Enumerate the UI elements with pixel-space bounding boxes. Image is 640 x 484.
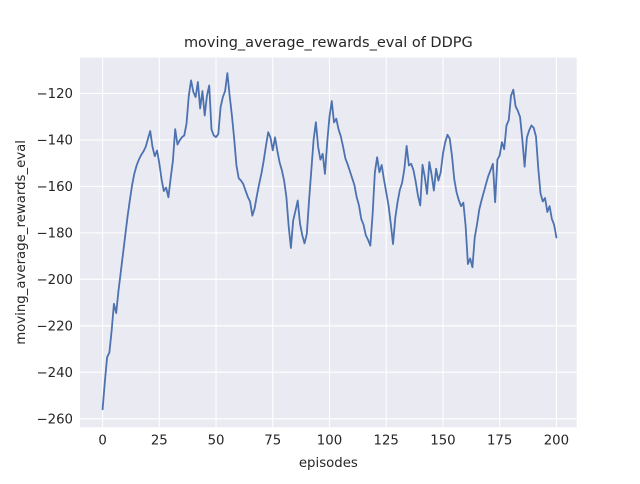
reward-line [101,72,558,411]
y-tick-label: −240 [36,366,73,381]
x-tick-label: 175 [487,434,512,449]
y-tick-labels: −120 −140 −160 −180 −200 −220 −240 −260 [36,87,73,427]
x-axis-label: episodes [299,456,358,471]
y-tick-label: −220 [36,319,73,334]
x-tick-label: 25 [151,434,168,449]
x-tick-label: 75 [264,434,281,449]
y-tick-label: −140 [36,133,73,148]
plot-area [80,57,577,428]
y-tick-label: −200 [36,273,73,288]
y-tick-label: −120 [36,87,73,102]
x-tick-label: 150 [430,434,455,449]
x-tick-label: 100 [317,434,342,449]
y-tick-label: −260 [36,412,73,427]
y-tick-label: −160 [36,180,73,195]
x-tick-label: 50 [208,434,225,449]
x-tick-labels: 0 25 50 75 100 125 150 175 200 [98,434,569,449]
y-tick-label: −180 [36,226,73,241]
y-axis-label: moving_average_rewards_eval [14,140,29,345]
x-tick-label: 200 [544,434,569,449]
gridlines [80,57,577,428]
x-tick-label: 125 [374,434,399,449]
chart-title: moving_average_rewards_eval of DDPG [184,35,473,51]
x-tick-label: 0 [98,434,106,449]
